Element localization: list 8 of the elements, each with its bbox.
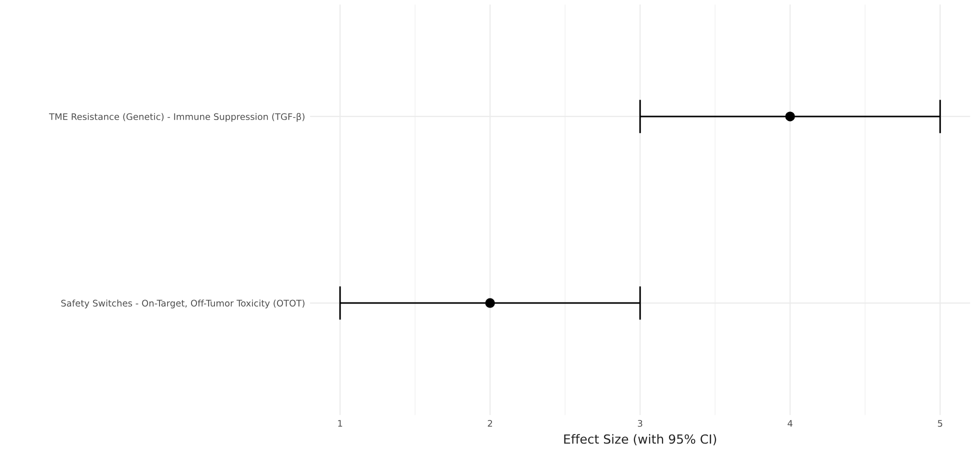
x-axis-title: Effect Size (with 95% CI): [564, 434, 716, 446]
y-tick-label: TME Resistance (Genetic) - Immune Suppression (TGF-β): [49, 113, 304, 122]
x-tick-label: 1: [338, 420, 342, 427]
x-tick-label: 4: [788, 420, 792, 427]
x-tick-label: 2: [488, 420, 492, 427]
y-tick-label: Safety Switches - On-Target, Off-Tumor Toxicity (OTOT): [61, 300, 304, 308]
x-tick-label: 5: [938, 420, 942, 427]
x-tick-label: 3: [638, 420, 642, 427]
